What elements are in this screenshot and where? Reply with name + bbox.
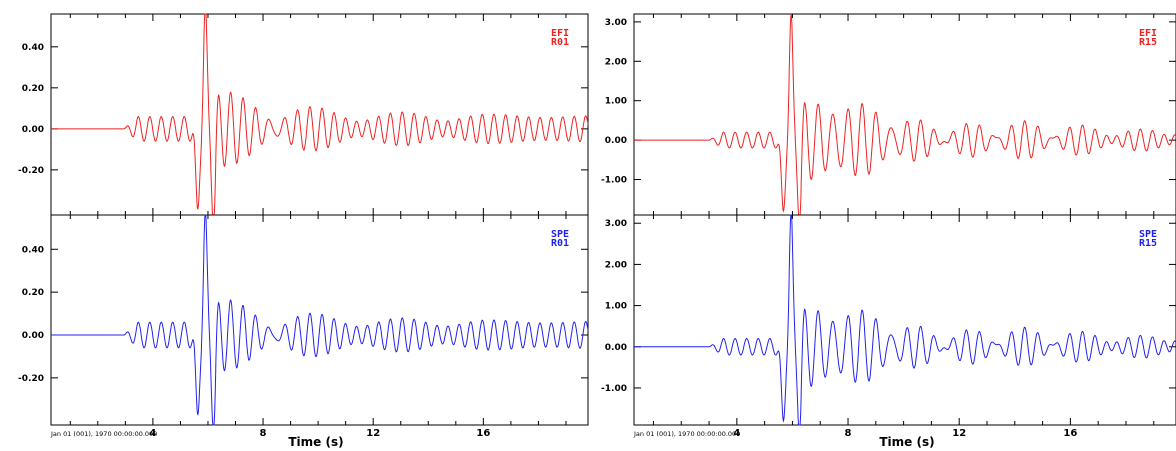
y-tick-label: 3.00 <box>605 219 627 229</box>
y-tick-label: -1.00 <box>601 384 627 394</box>
trace-name-label: SPE <box>551 229 569 240</box>
y-tick-label: 0.40 <box>22 245 44 255</box>
y-tick-label: -0.20 <box>18 374 44 384</box>
y-tick-label: 1.00 <box>605 302 627 312</box>
y-tick-label: 2.00 <box>605 57 627 67</box>
y-tick-label: 0.00 <box>22 331 44 341</box>
x-tick-label: 4 <box>733 428 740 439</box>
panel-frame <box>50 214 589 426</box>
y-tick-label: 2.00 <box>605 260 627 270</box>
y-tick-label: -0.20 <box>18 166 44 176</box>
x-axis-label-left: Time (s) <box>288 435 343 449</box>
trace-name-label: SPE <box>1139 229 1157 240</box>
y-tick-label: 0.20 <box>22 288 44 298</box>
y-tick-label: 0.00 <box>22 125 44 135</box>
y-tick-label: 1.00 <box>605 97 627 107</box>
waveform-spe-r01 <box>51 214 589 426</box>
date-stamp-right: Jan 01 (001), 1970 00:00:00.000 <box>633 430 740 438</box>
waveform-efi-r15 <box>634 13 1176 216</box>
y-tick-label: -1.00 <box>601 176 627 186</box>
trace-station-label: R01 <box>551 37 569 48</box>
trace-name-label: EFI <box>1139 28 1157 39</box>
trace-station-label: R15 <box>1139 37 1157 48</box>
y-tick-label: 0.40 <box>22 43 44 53</box>
y-tick-label: 0.20 <box>22 84 44 94</box>
x-tick-label: 8 <box>845 428 852 439</box>
x-tick-label: 16 <box>1063 428 1077 439</box>
x-tick-label: 12 <box>366 428 380 439</box>
waveform-spe-r15 <box>634 214 1176 426</box>
x-tick-label: 4 <box>149 428 156 439</box>
panel-frame <box>50 13 589 216</box>
date-stamp-left: Jan 01 (001), 1970 00:00:00.000 <box>50 430 157 438</box>
x-tick-label: 8 <box>260 428 267 439</box>
trace-station-label: R15 <box>1139 238 1157 249</box>
plot-group-R15: -1.000.001.002.003.00EFIR15-1.000.001.00… <box>601 13 1176 439</box>
trace-station-label: R01 <box>551 238 569 249</box>
y-tick-label: 0.00 <box>605 136 627 146</box>
y-tick-label: 3.00 <box>605 18 627 28</box>
trace-name-label: EFI <box>551 28 569 39</box>
panel-frame <box>633 214 1176 426</box>
y-tick-label: 0.00 <box>605 343 627 353</box>
plot-group-R01: -0.200.000.200.40EFIR01-0.200.000.200.40… <box>18 13 589 439</box>
x-tick-label: 12 <box>952 428 966 439</box>
x-axis-label-right: Time (s) <box>879 435 934 449</box>
x-tick-label: 16 <box>476 428 490 439</box>
waveform-efi-r01 <box>51 13 589 216</box>
panel-frame <box>633 13 1176 216</box>
